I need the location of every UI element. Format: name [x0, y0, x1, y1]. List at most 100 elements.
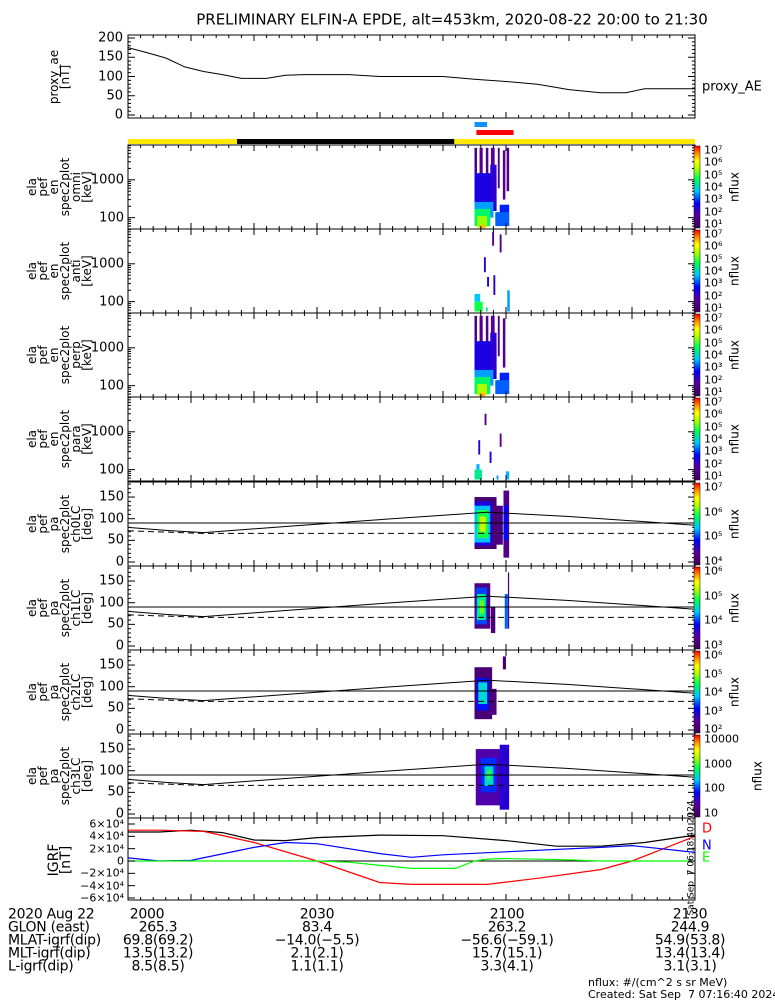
- spectrogram-cell: [485, 315, 489, 360]
- anti-loss-cone-line: [127, 698, 695, 702]
- igrf-legend-d: D: [702, 821, 713, 837]
- colorbar-tick-label: 10⁷: [704, 227, 723, 241]
- panel-ylabel: ela pef en spec2plot para [keV]: [25, 409, 94, 469]
- colorbar-4: [693, 482, 701, 566]
- igrf-legend-n: N: [702, 838, 712, 854]
- bottom-time-label: 2100: [489, 906, 525, 923]
- proxy-ae-ytick-label: 50: [106, 88, 123, 104]
- bottom-value: 83.4: [302, 919, 332, 936]
- science-zone-bar-blue: [474, 122, 488, 127]
- spectrogram-cell: [485, 307, 488, 312]
- proxy-ae-legend: proxy_AE: [702, 79, 762, 95]
- spectrogram-cell: [492, 505, 503, 545]
- spectrogram-cell: [502, 150, 506, 200]
- bottom-value: 3.3(4.1): [480, 958, 534, 975]
- loss-cone-line: [127, 763, 696, 786]
- spectrogram-panel-0: [474, 147, 510, 229]
- bottom-value: 15.7(15.1): [471, 945, 543, 962]
- bottom-value: 8.5(8.5): [131, 958, 185, 975]
- bottom-row-label: MLAT-igrf(dip): [8, 932, 101, 949]
- colorbar-tick-label: 10⁶: [704, 648, 723, 662]
- sunlight-shadow-bar: [236, 139, 455, 144]
- panel-ytick-label: 50: [107, 532, 124, 548]
- colorbar-tick-label: 10⁶: [704, 239, 723, 253]
- spectrogram-panel-4: [474, 490, 510, 558]
- colorbar-tick-label: 10¹: [704, 385, 723, 399]
- colorbar-5: [693, 566, 701, 650]
- spectrogram-cell: [506, 147, 510, 192]
- igrf-ylabel: IGRF [nT]: [46, 843, 74, 877]
- panel-frame: [127, 649, 696, 735]
- spectrogram-cell: [478, 682, 488, 705]
- colorbar-label: nflux: [727, 424, 742, 454]
- panel-ytick-label: 1000: [90, 172, 124, 188]
- proxy-ae-ytick-label: 0: [114, 107, 123, 123]
- colorbar-tick-label: 10⁴: [704, 554, 723, 568]
- colorbar-label: nflux: [750, 761, 765, 791]
- panel-ytick-label: 150: [99, 741, 124, 757]
- spectrogram-cell: [504, 594, 508, 629]
- spectrogram-cell: [495, 380, 510, 395]
- panel-ytick-label: 100: [99, 595, 124, 611]
- colorbar-label: nflux: [727, 340, 742, 370]
- spectrogram-cell: [507, 572, 510, 629]
- spectrogram-cell: [479, 392, 485, 397]
- panel-ylabel: ela pef pa spec2plot ch3LC [deg]: [25, 746, 94, 806]
- colorbar-tick-label: 10¹: [704, 469, 723, 483]
- plot-title: PRELIMINARY ELFIN-A EPDE, alt=453km, 202…: [196, 10, 708, 29]
- bottom-value: 13.5(13.2): [122, 945, 194, 962]
- igrf-ytick-label: 4×10⁴: [89, 829, 124, 843]
- units-note: nflux: #/(cm^2 s sr MeV): [588, 976, 728, 989]
- spectrogram-cell: [497, 315, 500, 357]
- spectrogram-cell: [502, 656, 506, 670]
- proxy-ae-ytick-label: 100: [98, 69, 123, 84]
- spectrogram-cell: [496, 475, 499, 480]
- colorbar-tick-label: 10⁵: [704, 336, 723, 350]
- spectrogram-panel-1: [474, 231, 510, 312]
- bottom-row-label: MLT-igrf(dip): [8, 945, 91, 962]
- spectrogram-cell: [478, 440, 481, 455]
- spectrogram-panel-5: [474, 572, 510, 634]
- colorbar-tick-label: 10³: [704, 360, 723, 374]
- spectrogram-cell: [502, 318, 506, 368]
- igrf-total-line: [128, 829, 696, 847]
- panel-frame: [127, 396, 696, 482]
- colorbar-tick-label: 10⁴: [704, 432, 723, 446]
- colorbar-label: nflux: [727, 593, 742, 623]
- panel-ytick-label: 0: [115, 554, 124, 570]
- bottom-value: 13.4(13.4): [654, 945, 726, 962]
- anti-loss-cone-line: [127, 614, 695, 618]
- spectrogram-cell: [493, 275, 496, 295]
- bottom-row-label: 2020 Aug 22: [8, 906, 95, 923]
- colorbar-tick-label: 10¹: [704, 217, 723, 231]
- colorbar-tick-label: 10⁶: [704, 407, 723, 421]
- panel-ytick-label: 150: [99, 573, 124, 589]
- panel-ytick-label: 0: [115, 806, 124, 822]
- bottom-value: 265.3: [138, 919, 178, 936]
- colorbar-7: [693, 734, 701, 818]
- colorbar-tick-label: 10⁶: [704, 505, 723, 519]
- bottom-row-label: L-igrf(dip): [8, 958, 74, 975]
- panel-ytick-label: 50: [107, 616, 124, 632]
- proxy-ae-ytick-label: 150: [98, 49, 123, 65]
- created-note: Created: Sat Sep 7 07:16:40 2024: [588, 988, 775, 1000]
- sunlight-shadow-bar: [128, 139, 237, 144]
- panel-frame: [127, 733, 696, 819]
- colorbar-tick-label: 10⁷: [704, 480, 723, 494]
- panel-ytick-label: 50: [107, 700, 124, 716]
- panel-ytick-label: 100: [99, 511, 124, 527]
- panel-ytick-label: 0: [115, 638, 124, 654]
- spectrogram-cell: [477, 216, 488, 228]
- colorbar-tick-label: 10⁴: [704, 685, 723, 699]
- bottom-time-label: 2030: [299, 906, 335, 923]
- colorbar-6: [693, 650, 701, 734]
- panel-ylabel: ela pef pa spec2plot ch1LC [deg]: [25, 578, 94, 638]
- panel-ytick-label: 50: [107, 784, 124, 800]
- colorbar-tick-label: 10⁵: [704, 529, 723, 543]
- igrf-ytick-label: 2×10⁴: [89, 842, 124, 856]
- spectrogram-cell: [499, 433, 502, 447]
- panel-frame: [127, 228, 696, 314]
- sunlight-shadow-bar: [454, 139, 695, 144]
